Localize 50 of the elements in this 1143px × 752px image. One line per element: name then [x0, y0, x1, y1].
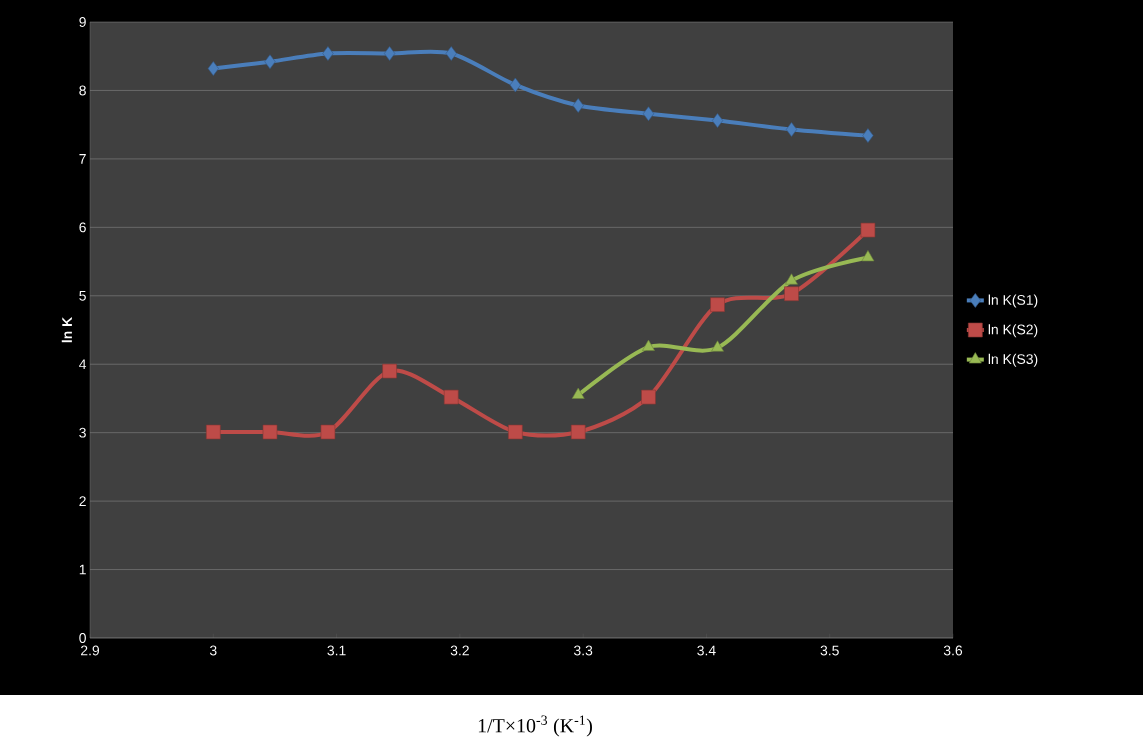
- point: [862, 128, 874, 143]
- point: [320, 424, 336, 440]
- point: [642, 106, 655, 122]
- point: [384, 46, 396, 61]
- x-tick-label: 3.5: [820, 645, 839, 656]
- point: [861, 250, 875, 262]
- point: [785, 122, 798, 137]
- legend-label: ln K(S1): [988, 294, 1038, 308]
- point: [642, 339, 655, 351]
- y-tick-label: 0: [79, 633, 86, 643]
- point: [205, 424, 221, 440]
- legend-label: ln K(S2): [988, 324, 1038, 338]
- point: [710, 297, 725, 312]
- point: [641, 389, 656, 405]
- point: [711, 340, 724, 352]
- y-tick-label: 9: [79, 17, 86, 27]
- point: [443, 389, 459, 405]
- y-tick-label: 5: [79, 290, 86, 301]
- point: [508, 424, 523, 440]
- point: [784, 286, 799, 302]
- point: [785, 273, 798, 285]
- x-axis-title: 1/T×10$^{-3}$ (K$^{-1}$): [478, 715, 592, 737]
- point: [570, 424, 586, 440]
- point: [445, 46, 457, 61]
- x-tick-label: 3.6: [943, 645, 963, 656]
- point: [860, 222, 876, 238]
- y-tick-label: 7: [79, 154, 86, 164]
- y-axis-title: ln K: [61, 316, 72, 343]
- y-tick-label: 8: [79, 85, 86, 96]
- legend-label: ln K(S3): [988, 353, 1038, 367]
- y-tick-label: 1: [79, 564, 86, 575]
- x-tick-label: 3.2: [450, 645, 469, 656]
- x-tick-label: 3.1: [327, 645, 346, 656]
- y-tick-label: 3: [79, 427, 86, 438]
- point: [264, 54, 276, 69]
- y-tick-label: 4: [79, 359, 87, 370]
- x-tick-label: 3: [209, 645, 217, 656]
- point: [262, 424, 278, 440]
- x-tick-label: 3.3: [573, 645, 593, 656]
- point: [509, 77, 521, 93]
- x-tick-label: 3.4: [697, 645, 716, 656]
- y-tick-label: 2: [79, 496, 86, 506]
- point: [322, 46, 334, 61]
- x-tick-label: 2.9: [81, 645, 100, 656]
- point: [572, 98, 584, 113]
- point: [207, 61, 219, 76]
- point: [382, 363, 397, 379]
- point: [711, 113, 724, 128]
- point: [571, 387, 585, 399]
- y-tick-label: 6: [79, 222, 86, 233]
